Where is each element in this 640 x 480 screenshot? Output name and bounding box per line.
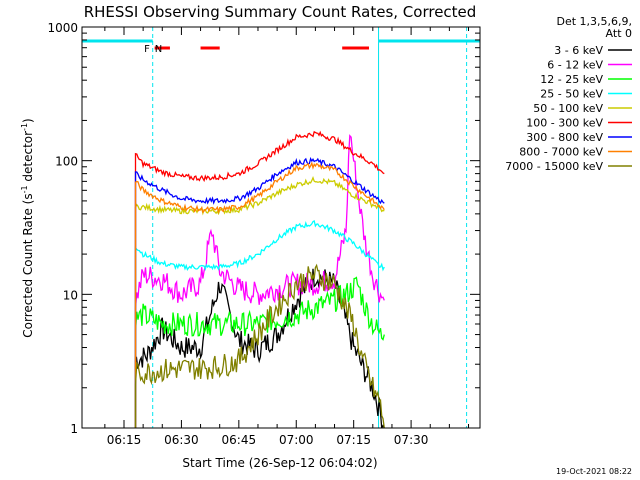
legend-label: 12 - 25 keV (540, 73, 603, 86)
x-tick-label: 07:00 (279, 433, 314, 447)
legend-label: 50 - 100 keV (533, 102, 603, 115)
y-tick-label: 10 (63, 288, 78, 302)
y-axis-label-mid: detector (21, 131, 35, 186)
plot-frame (81, 26, 481, 429)
y-axis-label-sup2: -1 (20, 123, 29, 131)
series-line-25-50-kev (134, 220, 385, 428)
legend-label: 6 - 12 keV (547, 59, 603, 72)
chart-title: RHESSI Observing Summary Count Rates, Co… (84, 3, 477, 21)
x-axis: 06:15 06:30 06:45 07:00 07:15 07:30 (104, 27, 470, 447)
legend-label: 3 - 6 keV (554, 44, 603, 57)
x-tick-label: 07:15 (336, 433, 371, 447)
y-tick-label: 1 (70, 422, 78, 436)
y-axis-label-main: Corrected Count Rate (s (21, 193, 35, 337)
x-tick-label: 06:15 (107, 433, 142, 447)
x-axis-label: Start Time (26-Sep-12 06:04:02) (182, 456, 377, 470)
flag-letter: F (144, 44, 150, 55)
legend-header-line: Att 0 (606, 27, 632, 40)
series-line-300-800-kev (134, 156, 385, 428)
legend-label: 100 - 300 keV (526, 117, 603, 130)
y-tick-label: 100 (55, 155, 78, 169)
legend-label: 7000 - 15000 keV (505, 160, 603, 173)
x-tick-label: 06:45 (222, 433, 257, 447)
legend-label: 25 - 50 keV (540, 88, 603, 101)
legend-header-line: Det 1,3,5,6,9, (556, 15, 632, 28)
x-tick-label: 07:30 (394, 433, 429, 447)
legend-label: 300 - 800 keV (526, 131, 603, 144)
series-layer (134, 130, 385, 428)
render-timestamp: 19-Oct-2021 08:22 (556, 467, 632, 476)
y-axis-label-end: ) (21, 118, 35, 123)
series-line-800-7000-kev (134, 161, 385, 428)
series-line-100-300-kev (134, 130, 385, 428)
y-tick-label: 1000 (47, 21, 78, 35)
series-line-6-12-kev (134, 134, 385, 428)
legend-label: 800 - 7000 keV (519, 146, 603, 159)
y-axis-label-sup1: -1 (20, 185, 29, 193)
x-tick-label: 06:30 (164, 433, 199, 447)
y-axis: 1 10 100 1000 (47, 21, 480, 436)
flag-letter: N (155, 44, 162, 55)
series-line-50-100-kev (134, 176, 385, 428)
y-axis-label: Corrected Count Rate (s-1 detector-1) (20, 118, 35, 337)
legend-header: Det 1,3,5,6,9,Att 0 (556, 15, 632, 40)
series-line-7000-15000-kev (134, 263, 385, 428)
